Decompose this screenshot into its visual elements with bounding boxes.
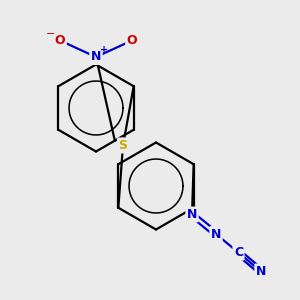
Text: C: C (234, 246, 243, 259)
Text: S: S (118, 139, 127, 152)
Text: −: − (46, 29, 56, 40)
Text: N: N (211, 227, 221, 241)
Text: N: N (187, 208, 197, 221)
Text: N: N (256, 265, 266, 278)
Text: O: O (127, 34, 137, 47)
Text: N: N (91, 50, 101, 64)
Text: +: + (100, 45, 109, 56)
Text: O: O (55, 34, 65, 47)
